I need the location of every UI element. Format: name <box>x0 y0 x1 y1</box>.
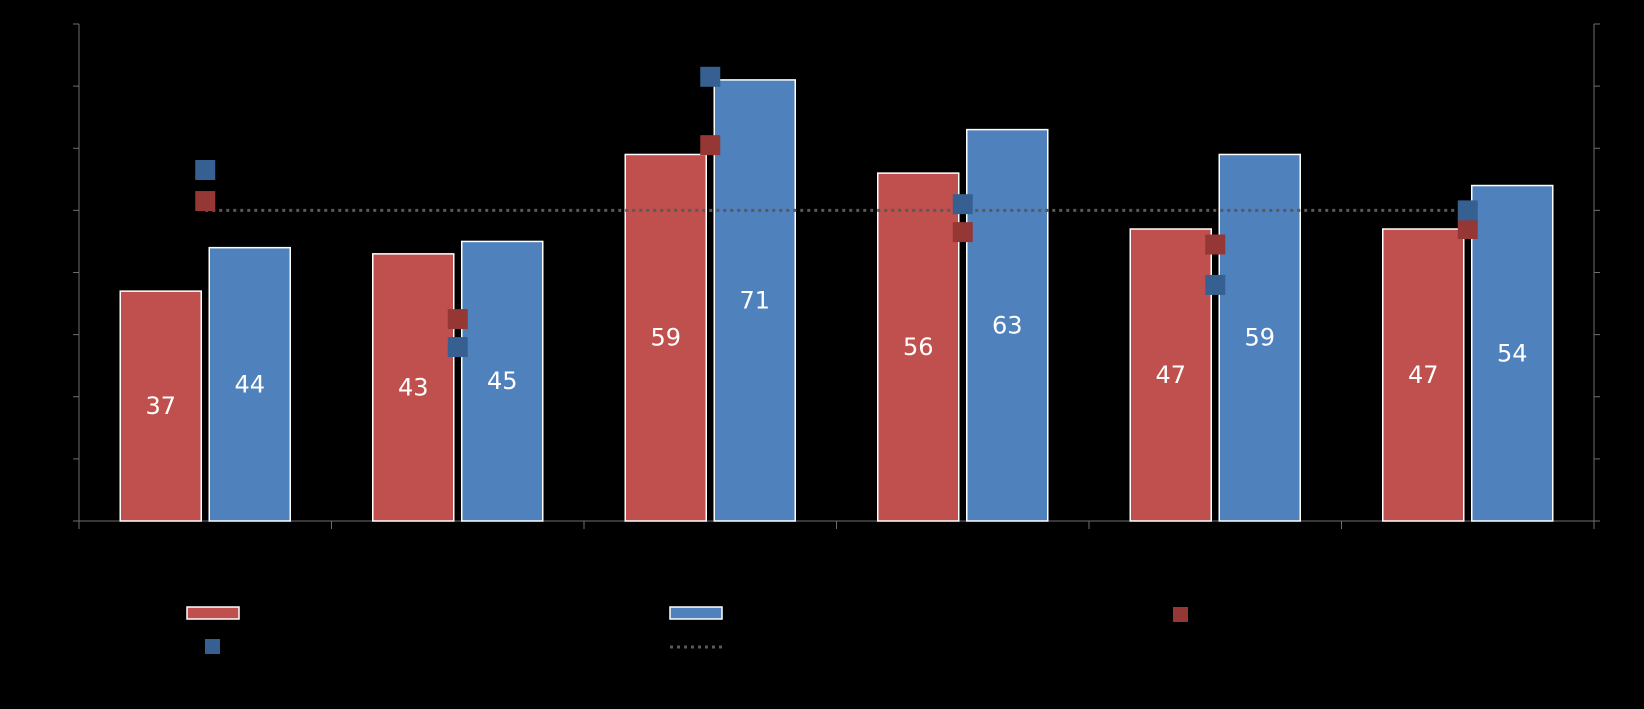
bar-label-series-b: 44 <box>234 370 265 398</box>
bar-label-series-b: 54 <box>1497 339 1528 367</box>
marker-series-b <box>1205 274 1226 295</box>
bar-series-a <box>372 253 455 522</box>
bar-series-b <box>966 128 1049 522</box>
bar-series-b <box>1218 153 1301 522</box>
bar-series-a <box>119 290 202 522</box>
marker-series-b <box>447 337 468 358</box>
marker-series-a <box>952 222 973 243</box>
bar-series-b <box>461 240 544 522</box>
legend-key-marker-series-b <box>205 639 220 654</box>
marker-series-a <box>1457 219 1478 240</box>
marker-series-b <box>195 159 216 180</box>
bar-series-a <box>1129 228 1212 522</box>
marker-series-b <box>1457 200 1478 221</box>
axes <box>73 23 1600 529</box>
bar-label-series-b: 71 <box>739 286 770 314</box>
marker-series-b <box>700 66 721 87</box>
bar-series-b <box>713 79 796 522</box>
marker-series-a <box>1205 234 1226 255</box>
marker-series-a <box>447 309 468 330</box>
marker-series-b <box>952 194 973 215</box>
bar-label-series-a: 47 <box>1408 361 1439 389</box>
bar-series-a <box>624 153 707 522</box>
bar-series-a <box>1382 228 1465 522</box>
bars <box>119 79 1554 522</box>
marker-series-a <box>700 135 721 156</box>
bar-label-series-a: 37 <box>145 392 176 420</box>
bar-label-series-b: 63 <box>992 311 1023 339</box>
bar-label-series-a: 56 <box>903 333 934 361</box>
bar-label-series-a: 59 <box>650 324 681 352</box>
markers <box>195 66 1478 358</box>
legend-key-marker-series-a <box>1173 607 1188 622</box>
legend <box>186 606 1188 654</box>
bar-series-a <box>877 172 960 522</box>
bar-series-b <box>1471 184 1554 522</box>
bar-label-series-b: 45 <box>487 367 518 395</box>
bar-label-series-b: 59 <box>1244 324 1275 352</box>
bar-series-b <box>208 246 291 522</box>
bar-label-series-a: 43 <box>398 373 429 401</box>
marker-series-a <box>195 191 216 212</box>
legend-key-bar-series-a <box>186 606 240 620</box>
bar-label-series-a: 47 <box>1155 361 1186 389</box>
legend-key-bar-series-b <box>669 606 723 620</box>
data-labels: 37 44 43 45 59 71 56 63 47 59 47 54 <box>145 286 1527 420</box>
